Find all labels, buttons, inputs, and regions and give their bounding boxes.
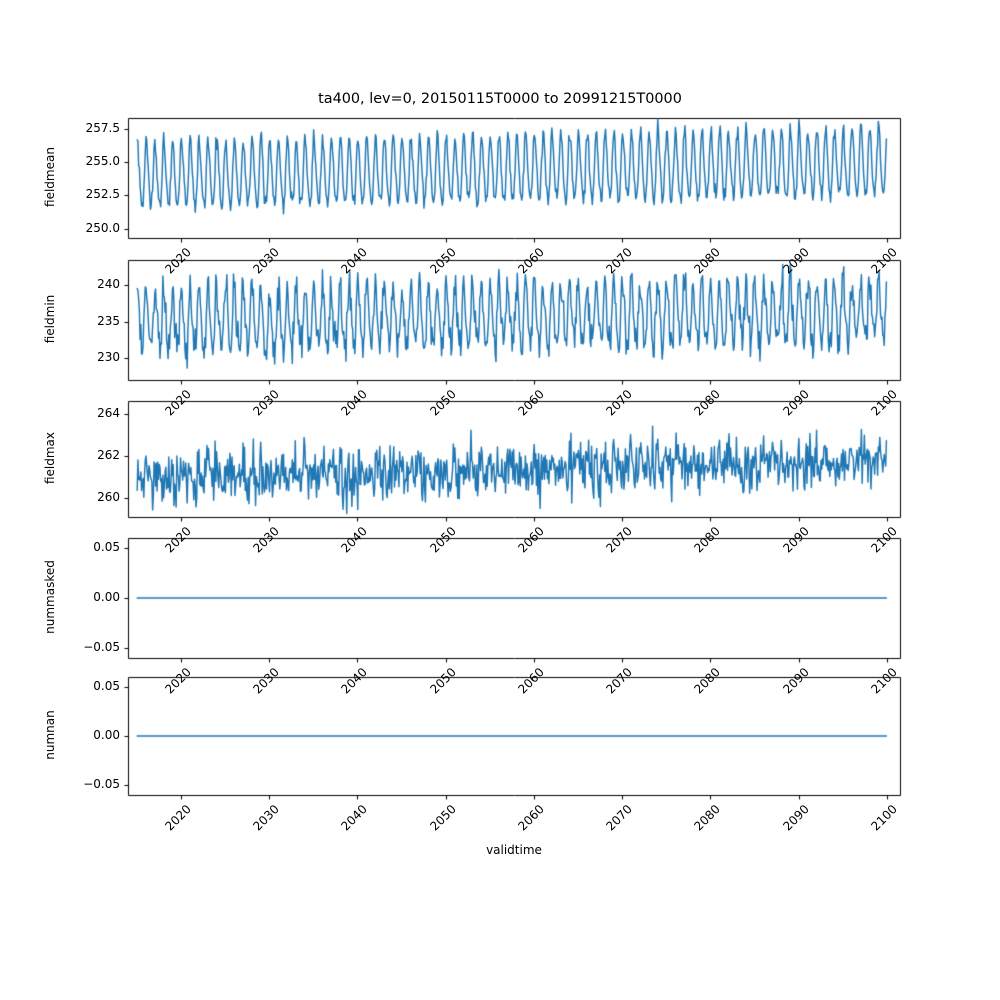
timeseries-plot-canvas [0,0,1000,1000]
matplotlib-figure: ta400, lev=0, 20150115T0000 to 20991215T… [0,0,1000,1000]
